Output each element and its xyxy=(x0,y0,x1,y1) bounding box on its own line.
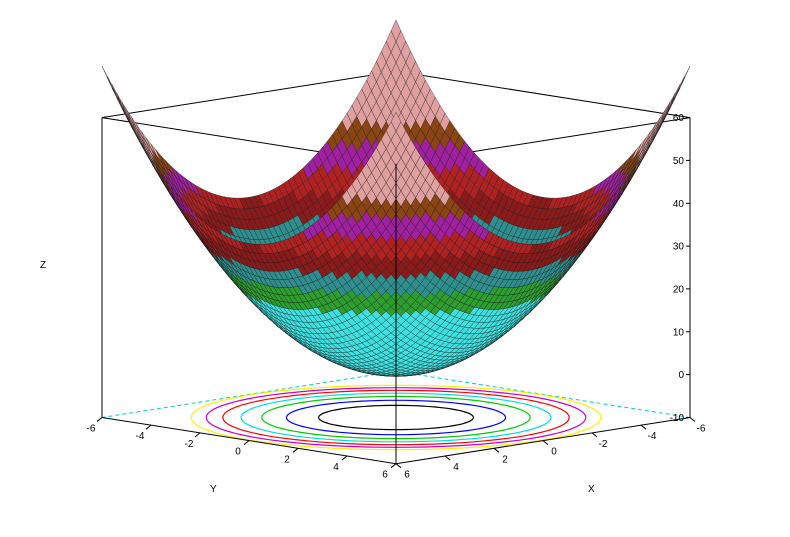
z-tick-label: -10 xyxy=(670,413,685,424)
bounding-box-front-edges xyxy=(101,117,691,465)
contour-line xyxy=(222,389,570,446)
contour-line xyxy=(317,404,475,431)
z-tick-label: 0 xyxy=(678,370,684,381)
x-tick-label: 4 xyxy=(453,462,459,473)
box-edge xyxy=(101,70,397,119)
x-axis-label: X xyxy=(588,484,595,495)
y-tick-label: 2 xyxy=(284,454,290,465)
x-tick-mark xyxy=(395,463,402,469)
y-tick-mark xyxy=(145,424,152,430)
y-tick-mark xyxy=(292,447,299,453)
z-axis-ticks: 60 50 40 30 20 10 0 -10 xyxy=(670,113,690,424)
y-tick-mark xyxy=(390,463,397,469)
contour-line xyxy=(285,399,507,436)
x-tick-label: 6 xyxy=(404,470,410,481)
x-tick-label: -6 xyxy=(697,424,706,435)
contour-line xyxy=(190,384,602,451)
y-tick-mark xyxy=(341,455,348,461)
contour-line xyxy=(261,395,531,440)
contour-projection xyxy=(190,384,602,451)
x-tick-label: 2 xyxy=(502,454,508,465)
y-tick-mark xyxy=(96,417,103,422)
z-tick-label: 40 xyxy=(673,199,685,210)
y-tick-label: -6 xyxy=(87,424,96,435)
y-tick-label: -4 xyxy=(136,431,145,442)
y-tick-mark xyxy=(243,440,250,445)
y-tick-label: -2 xyxy=(185,439,194,450)
y-axis-ticks: -6 -4 -2 0 2 4 6 xyxy=(87,417,397,481)
x-tick-mark xyxy=(542,440,549,445)
floor-plane xyxy=(101,370,691,418)
box-edge xyxy=(395,70,691,119)
y-tick-label: 4 xyxy=(333,462,339,473)
floor-edge xyxy=(395,370,691,418)
x-tick-mark xyxy=(689,417,696,422)
x-tick-label: 0 xyxy=(551,447,557,458)
x-tick-mark xyxy=(444,455,451,461)
y-tick-label: 6 xyxy=(382,470,388,481)
z-tick-label: 20 xyxy=(673,284,685,295)
x-tick-mark xyxy=(591,432,598,438)
y-axis-label: Y xyxy=(210,484,217,495)
x-axis-ticks: 6 4 2 0 -2 -4 -6 xyxy=(395,417,706,481)
surface-facet xyxy=(390,111,402,132)
floor-edge xyxy=(101,370,397,418)
x-tick-mark xyxy=(493,447,500,453)
x-tick-label: -2 xyxy=(599,439,608,450)
z-tick-label: 30 xyxy=(673,242,685,253)
z-tick-label: 60 xyxy=(673,113,685,124)
y-tick-mark xyxy=(194,432,201,438)
z-axis-label: Z xyxy=(40,260,46,271)
contour-line xyxy=(240,392,552,443)
z-tick-label: 50 xyxy=(673,156,685,167)
x-tick-mark xyxy=(640,424,647,430)
contour-line xyxy=(205,387,587,448)
surface-mesh xyxy=(101,19,691,377)
z-tick-label: 10 xyxy=(673,327,685,338)
y-tick-label: 0 xyxy=(235,447,241,458)
x-tick-label: -4 xyxy=(648,431,657,442)
